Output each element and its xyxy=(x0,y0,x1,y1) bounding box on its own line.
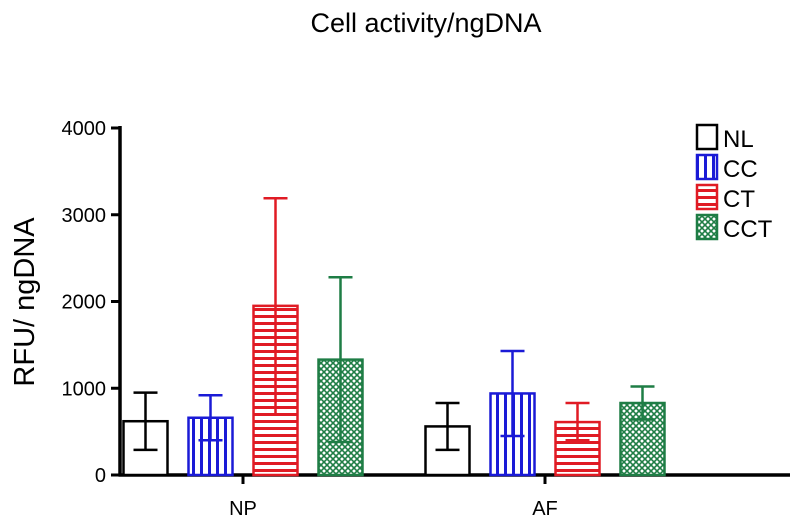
y-axis-label: RFU/ ngDNA xyxy=(9,217,41,387)
legend-label-cc: CC xyxy=(723,156,758,183)
y-tick-label: 4000 xyxy=(62,118,107,140)
legend-label-cct: CCT xyxy=(723,216,773,243)
legend-label-nl: NL xyxy=(723,126,754,153)
y-tick-label: 0 xyxy=(95,465,106,487)
legend: NL CC CT CCT xyxy=(695,123,773,243)
y-tick-label: 2000 xyxy=(62,292,107,314)
legend-swatch-cc xyxy=(695,153,719,181)
x-category-label: AF xyxy=(532,498,558,520)
legend-swatch-cct xyxy=(695,213,719,241)
legend-swatch-nl xyxy=(695,123,719,151)
y-tick-label: 3000 xyxy=(62,205,107,227)
x-category-label: NP xyxy=(229,498,257,520)
y-tick-label: 1000 xyxy=(62,378,107,400)
chart-title: Cell activity/ngDNA xyxy=(310,8,541,38)
legend-label-ct: CT xyxy=(723,186,755,213)
bars xyxy=(122,197,666,477)
legend-swatch-ct xyxy=(695,183,719,211)
